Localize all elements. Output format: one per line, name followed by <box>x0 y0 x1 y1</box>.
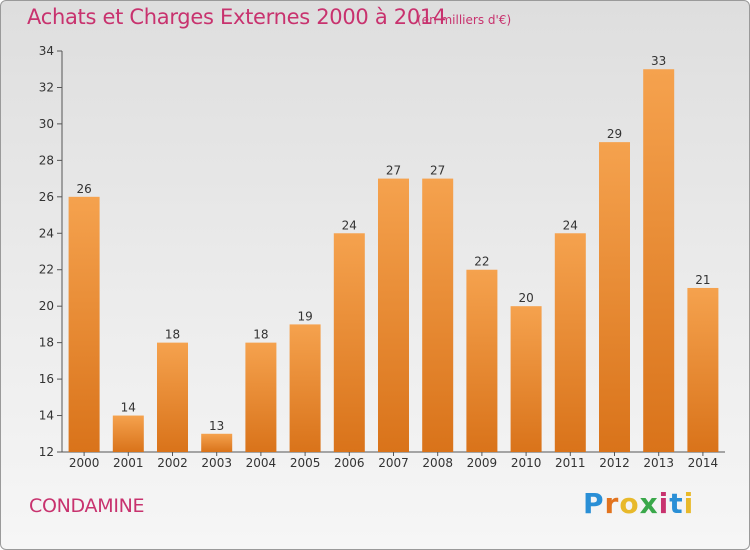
y-tick-label: 12 <box>39 445 54 459</box>
y-tick-label: 22 <box>39 263 54 277</box>
x-tick-label-2005: 2005 <box>290 456 321 470</box>
logo-letter: x <box>639 487 659 520</box>
bar-2002 <box>157 342 188 452</box>
x-tick-label-2012: 2012 <box>599 456 630 470</box>
x-tick-label-2004: 2004 <box>246 456 277 470</box>
data-label-2002: 18 <box>165 328 180 342</box>
bar-2003 <box>201 433 233 452</box>
y-tick-label: 16 <box>39 372 54 386</box>
chart-subtitle: (en milliers d'€) <box>417 13 512 27</box>
x-tick-label-2014: 2014 <box>688 456 719 470</box>
y-tick-label: 18 <box>39 336 54 350</box>
y-tick-label: 20 <box>39 299 54 313</box>
x-tick-label-2000: 2000 <box>69 456 100 470</box>
x-tick-label-2001: 2001 <box>113 456 144 470</box>
logo-letter: o <box>619 487 640 520</box>
data-label-2014: 21 <box>695 273 710 287</box>
commune-name: CONDAMINE <box>29 495 145 517</box>
proxiti-logo: Proxiti <box>583 487 694 520</box>
y-tick-label: 14 <box>39 409 54 423</box>
bar-2001 <box>112 415 144 452</box>
x-tick-label-2008: 2008 <box>422 456 453 470</box>
x-tick-label-2013: 2013 <box>643 456 674 470</box>
logo-letter: P <box>583 487 605 520</box>
bar-2005 <box>289 324 321 452</box>
data-label-2004: 18 <box>253 328 268 342</box>
bar-2012 <box>599 142 630 453</box>
x-tick-label-2010: 2010 <box>511 456 542 470</box>
logo-letter: t <box>669 487 684 520</box>
bar-2014 <box>687 287 719 452</box>
y-tick-label: 26 <box>39 190 54 204</box>
bar-2010 <box>510 306 542 452</box>
logo-letter: i <box>683 487 695 520</box>
logo-letter: i <box>658 487 670 520</box>
bar-2008 <box>422 178 454 452</box>
x-tick-label-2011: 2011 <box>555 456 586 470</box>
x-tick-label-2003: 2003 <box>201 456 232 470</box>
bar-2007 <box>378 178 409 452</box>
y-tick-label: 24 <box>39 226 54 240</box>
data-label-2008: 27 <box>430 164 445 178</box>
data-label-2010: 20 <box>518 291 533 305</box>
data-label-2012: 29 <box>607 127 622 141</box>
y-tick-label: 34 <box>39 44 54 58</box>
data-label-2013: 33 <box>651 54 666 68</box>
y-tick-label: 28 <box>39 153 54 167</box>
bar-2013 <box>643 69 675 453</box>
data-label-2000: 26 <box>76 182 91 196</box>
bar-2011 <box>554 233 586 452</box>
bar-2006 <box>333 233 365 452</box>
x-tick-label-2002: 2002 <box>157 456 188 470</box>
data-label-2011: 24 <box>563 218 578 232</box>
data-label-2007: 27 <box>386 164 401 178</box>
data-label-2009: 22 <box>474 255 489 269</box>
y-tick-label: 32 <box>39 80 54 94</box>
logo-letter: r <box>604 487 620 520</box>
bar-2000 <box>68 196 100 452</box>
x-tick-label-2009: 2009 <box>467 456 498 470</box>
data-label-2006: 24 <box>342 218 357 232</box>
data-label-2003: 13 <box>209 419 224 433</box>
chart-title: Achats et Charges Externes 2000 à 2014 <box>27 5 447 29</box>
data-label-2001: 14 <box>121 401 136 415</box>
bar-2009 <box>466 269 498 452</box>
y-tick-label: 30 <box>39 117 54 131</box>
data-label-2005: 19 <box>297 309 312 323</box>
x-tick-label-2007: 2007 <box>378 456 409 470</box>
bar-2004 <box>245 342 277 452</box>
x-tick-label-2006: 2006 <box>334 456 365 470</box>
